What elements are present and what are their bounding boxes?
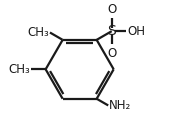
Text: OH: OH: [128, 25, 146, 38]
Text: O: O: [107, 3, 116, 16]
Text: CH₃: CH₃: [28, 26, 49, 39]
Text: CH₃: CH₃: [9, 63, 30, 76]
Text: O: O: [107, 47, 116, 60]
Text: S: S: [107, 24, 116, 38]
Text: NH₂: NH₂: [109, 99, 131, 112]
